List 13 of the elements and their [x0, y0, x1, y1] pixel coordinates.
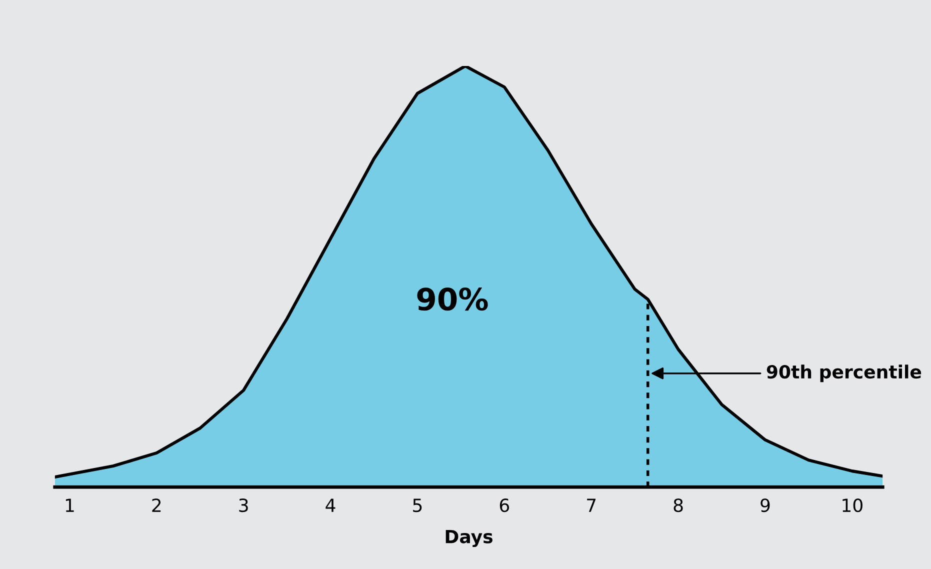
x-tick-label: 10 — [842, 498, 862, 512]
x-tick-label: 8 — [674, 498, 683, 512]
x-tick-label: 3 — [239, 498, 248, 512]
x-tick-label: 9 — [760, 498, 770, 512]
x-tick-label: 6 — [500, 498, 510, 512]
annotation: 90% — [417, 288, 488, 311]
x-tick-label: 1 — [66, 498, 74, 512]
x-axis-title: Days — [446, 530, 492, 548]
x-tick-label: 4 — [326, 498, 336, 512]
x-tick-label: 2 — [152, 498, 161, 512]
x-tick-label: 7 — [587, 498, 596, 512]
x-tick-label: 5 — [413, 498, 422, 512]
annotation: 90th percentile — [766, 364, 922, 382]
